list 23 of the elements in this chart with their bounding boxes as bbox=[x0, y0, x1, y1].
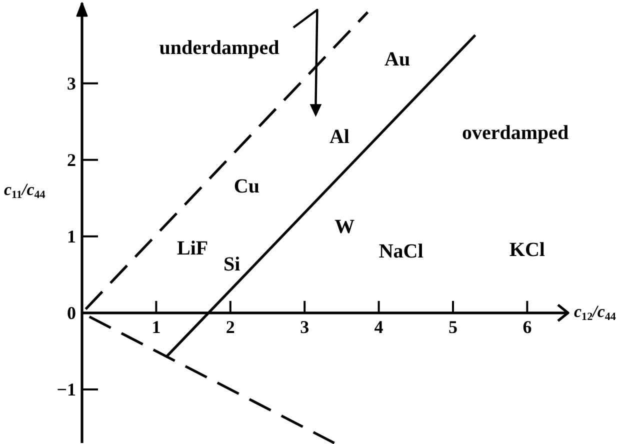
annotation: LiF bbox=[176, 238, 208, 260]
annotation: NaCl bbox=[378, 240, 424, 263]
y-axis-title: c$_{11}$/c$_{44}$ bbox=[4, 180, 46, 201]
annotation: W bbox=[334, 216, 355, 238]
annotation: Al bbox=[329, 126, 350, 148]
annotation: KCl bbox=[509, 239, 546, 262]
x-tick-label: 5 bbox=[448, 316, 458, 337]
annotation: underdamped bbox=[159, 37, 280, 60]
y-tick-label: 1 bbox=[67, 226, 76, 246]
x-tick-label: 6 bbox=[522, 316, 532, 337]
y-tick-label: 0 bbox=[67, 302, 76, 323]
x-tick-label: 3 bbox=[300, 316, 310, 337]
x-tick-label: 4 bbox=[374, 316, 384, 337]
annotation: Cu bbox=[234, 176, 260, 198]
annotation: Si bbox=[224, 254, 241, 276]
x-tick-label: 2 bbox=[226, 316, 235, 337]
x-axis-title: c$_{12}$/c$_{44}$ bbox=[574, 302, 616, 322]
x-tick-label: 1 bbox=[152, 316, 161, 337]
y-tick-label: 2 bbox=[67, 150, 76, 170]
y-tick-label: −1 bbox=[56, 379, 76, 400]
annotation: overdamped bbox=[462, 122, 569, 144]
annotation: Au bbox=[384, 48, 410, 71]
y-tick-label: 3 bbox=[67, 73, 76, 94]
